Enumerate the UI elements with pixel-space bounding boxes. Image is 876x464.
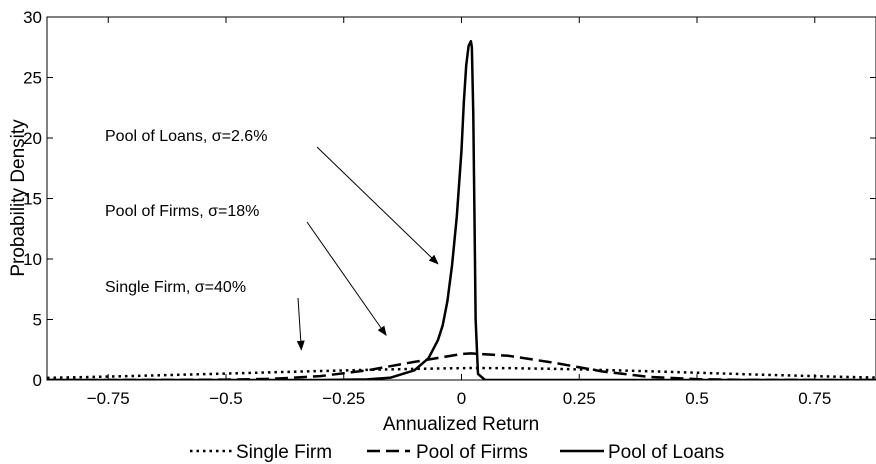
x-axis-label: Annualized Return [383,414,539,435]
plot-area-frame [46,16,876,381]
y-tick-label: 10 [23,250,42,269]
legend-label-single-firm: Single Firm [236,442,332,463]
y-tick-label: 25 [23,69,42,88]
legend: Single Firm Pool of Firms Pool of Loans [190,442,724,463]
annotation-arrow [316,146,439,265]
annotation-arrow [306,221,387,337]
y-axis-label: Probability Density [8,119,29,277]
x-tick-label: −0.75 [87,389,130,408]
annotation-arrow [296,297,305,351]
x-tick-label: 0 [457,389,466,408]
y-tick-label: 20 [23,129,42,148]
series-layer [47,39,876,380]
y-tick-label: 15 [23,190,42,209]
annotation-label: Pool of Loans, σ=2.6% [105,128,267,145]
legend-label-pool-of-loans: Pool of Loans [608,442,724,463]
series-line-pool-of-loans [47,39,876,380]
x-tick-label: −0.5 [209,389,243,408]
x-tick-label: −0.25 [322,389,365,408]
annotation-layer: Pool of Loans, σ=2.6% Pool of Firms, σ=18… [105,128,439,351]
x-tick-label: 0.25 [563,389,596,408]
annotation-label: Pool of Firms, σ=18% [105,203,259,220]
y-tick-label: 30 [23,8,42,27]
x-tick-label: 0.75 [798,389,831,408]
x-tick-label: 0.5 [685,389,709,408]
annotation-label: Single Firm, σ=40% [105,279,246,296]
y-tick-label: 0 [33,371,42,390]
axis-layer: −0.75 −0.5 −0.25 0 0.25 0.5 0.75 0 5 10 15 20 25 30 [23,8,876,408]
series-line-single-firm [47,366,876,380]
legend-label-pool-of-firms: Pool of Firms [416,442,528,463]
y-tick-label: 5 [33,311,42,330]
